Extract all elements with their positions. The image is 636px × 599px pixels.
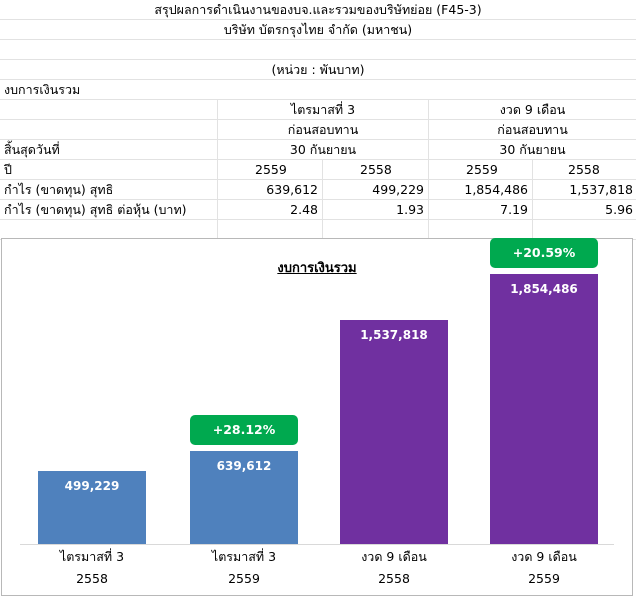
group-nine-month-label: งวด 9 เดือน [499, 102, 566, 117]
x-axis-year-label: 2558 [76, 571, 108, 586]
chart-bar[interactable]: 1,537,818 [340, 320, 448, 544]
net-profit-label: กำไร (ขาดทุน) สุทธิ [4, 182, 114, 197]
end-date-row: สิ้นสุดวันที่ 30 กันยายน 30 กันยายน [0, 140, 636, 160]
eps-row: กำไร (ขาดทุน) สุทธิ ต่อหุ้น (บาท) 2.48 1… [0, 200, 636, 220]
status-row: ก่อนสอบทาน ก่อนสอบทาน [0, 120, 636, 140]
year-label: ปี [4, 162, 12, 177]
bar-value-label: 1,537,818 [360, 328, 428, 342]
x-axis-period-label: งวด 9 เดือน [361, 549, 427, 564]
title-row: สรุปผลการดำเนินงานของบจ.และรวมของบริษัทย… [0, 0, 636, 20]
blank-row [0, 40, 636, 60]
company-name: บริษัท บัตรกรุงไทย จำกัด (มหาชน) [223, 22, 413, 37]
section-row: งบการเงินรวม [0, 80, 636, 100]
embedded-bar-chart[interactable]: งบการเงินรวม 499,229 ไตรมาสที่ 3 2558 639,6… [1, 238, 633, 596]
x-axis-period-label: ไตรมาสที่ 3 [211, 549, 277, 564]
x-axis-year-label: 2559 [228, 571, 260, 586]
group-header-row: ไตรมาสที่ 3 งวด 9 เดือน [0, 100, 636, 120]
year-cell: 2559 [255, 162, 287, 177]
bar-value-label: 639,612 [216, 459, 272, 473]
group-quarter-end-date: 30 กันยายน [289, 142, 357, 157]
eps-label: กำไร (ขาดทุน) สุทธิ ต่อหุ้น (บาท) [4, 202, 187, 217]
group-quarter-status: ก่อนสอบทาน [287, 122, 359, 137]
table-cell: 5.96 [605, 202, 633, 217]
chart-bar[interactable]: 499,229 [38, 471, 146, 544]
blank-row [0, 220, 636, 240]
net-profit-row: กำไร (ขาดทุน) สุทธิ 639,612 499,229 1,85… [0, 180, 636, 200]
table-cell: 639,612 [266, 182, 318, 197]
end-date-label: สิ้นสุดวันที่ [4, 142, 60, 157]
group-nine-month-status: ก่อนสอบทาน [497, 122, 568, 137]
chart-bar[interactable]: 1,854,486 [490, 274, 598, 544]
unit-label: (หน่วย : พันบาท) [271, 62, 365, 77]
unit-row: (หน่วย : พันบาท) [0, 60, 636, 80]
growth-badge: +20.59% [490, 238, 598, 268]
year-cell: 2558 [568, 162, 600, 177]
growth-badge: +28.12% [190, 415, 298, 445]
x-axis-year-label: 2559 [528, 571, 560, 586]
table-cell: 1,854,486 [464, 182, 528, 197]
table-cell: 1,537,818 [569, 182, 633, 197]
x-axis-period-label: งวด 9 เดือน [511, 549, 577, 564]
year-cell: 2559 [466, 162, 498, 177]
report-title: สรุปผลการดำเนินงานของบจ.และรวมของบริษัทย… [154, 2, 482, 17]
group-nine-month-end-date: 30 กันยายน [499, 142, 566, 157]
year-row: ปี 2559 2558 2559 2558 [0, 160, 636, 180]
bar-value-label: 1,854,486 [510, 282, 578, 296]
x-axis-period-label: ไตรมาสที่ 3 [59, 549, 125, 564]
bar-value-label: 499,229 [64, 479, 120, 493]
group-quarter-label: ไตรมาสที่ 3 [290, 102, 356, 117]
table-cell: 2.48 [290, 202, 318, 217]
chart-title: งบการเงินรวม [277, 261, 357, 276]
chart-bar[interactable]: 639,612 [190, 451, 298, 544]
company-row: บริษัท บัตรกรุงไทย จำกัด (มหาชน) [0, 20, 636, 40]
x-axis-line [20, 544, 614, 545]
section-label: งบการเงินรวม [4, 82, 81, 97]
year-cell: 2558 [360, 162, 392, 177]
table-cell: 1.93 [396, 202, 424, 217]
x-axis-year-label: 2558 [378, 571, 410, 586]
table-cell: 7.19 [500, 202, 528, 217]
table-cell: 499,229 [372, 182, 424, 197]
